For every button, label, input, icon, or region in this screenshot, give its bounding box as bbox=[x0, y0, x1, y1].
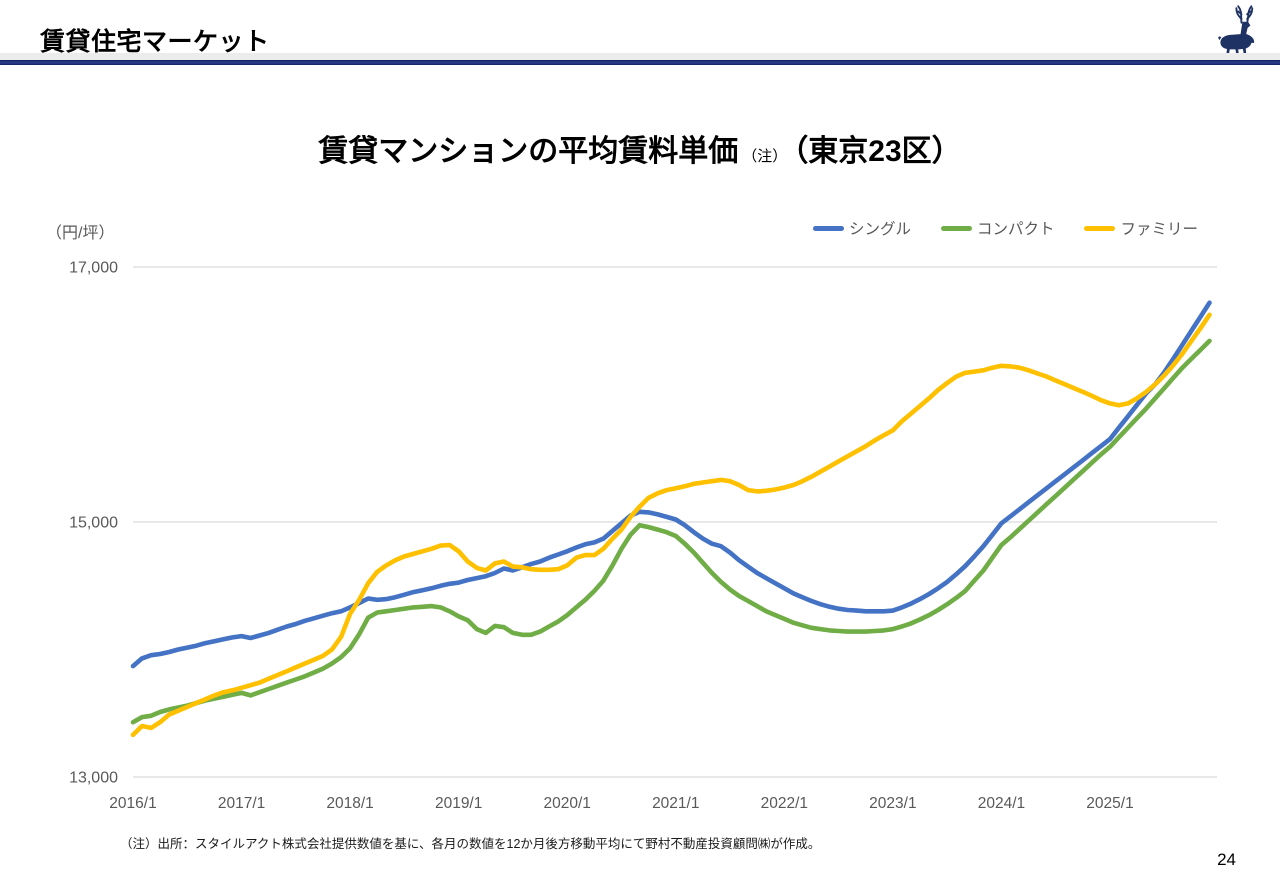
deer-logo-icon bbox=[1218, 5, 1255, 58]
chart-legend: シングル コンパクト ファミリー bbox=[812, 217, 1198, 239]
header-divider-band bbox=[0, 53, 1280, 60]
x-tick-label: 2021/1 bbox=[652, 795, 699, 812]
x-tick-label: 2016/1 bbox=[109, 795, 156, 812]
x-tick-label: 2018/1 bbox=[326, 795, 373, 812]
series-line-ファミリー bbox=[130, 312, 1212, 738]
y-axis-tick-labels: 13,000 15,000 17,000 bbox=[69, 260, 118, 787]
series-line-コンパクト bbox=[130, 338, 1212, 725]
y-tick-label: 15,000 bbox=[69, 515, 118, 532]
legend-item-family: ファミリー bbox=[1084, 217, 1198, 239]
y-axis-unit-label: （円/坪） bbox=[46, 225, 115, 242]
x-axis-tick-labels: 2016/1 2017/1 2018/1 2019/1 2020/1 2021/1 2022… bbox=[109, 795, 1133, 812]
legend-item-compact: コンパクト bbox=[940, 217, 1055, 239]
legend-label-single: シングル bbox=[848, 221, 911, 238]
page-title: 賃貸住宅マーケット bbox=[40, 28, 270, 56]
x-tick-label: 2022/1 bbox=[761, 795, 808, 812]
gridlines bbox=[133, 266, 1217, 778]
header-divider-rule bbox=[0, 60, 1280, 65]
series-line-シングル bbox=[130, 300, 1212, 669]
legend-label-family: ファミリー bbox=[1120, 221, 1198, 238]
chart-title-area: （東京23区） bbox=[793, 135, 962, 168]
x-tick-label: 2023/1 bbox=[869, 795, 916, 812]
x-tick-label: 2020/1 bbox=[544, 795, 591, 812]
y-tick-label: 17,000 bbox=[69, 260, 118, 277]
legend-swatch-family-icon bbox=[1084, 225, 1116, 231]
legend-swatch-compact-icon bbox=[940, 225, 972, 231]
x-tick-label: 2017/1 bbox=[218, 795, 265, 812]
page-number: 24 bbox=[1217, 850, 1236, 869]
chart-title: 賃貸マンションの平均賃料単価 （注） （東京23区） bbox=[0, 126, 1280, 170]
series-lines bbox=[130, 300, 1212, 738]
x-tick-label: 2025/1 bbox=[1086, 795, 1133, 812]
chart-title-note: （注） bbox=[742, 148, 788, 165]
legend-item-single: シングル bbox=[812, 217, 911, 239]
y-tick-label: 13,000 bbox=[69, 770, 118, 787]
chart-title-main: 賃貸マンションの平均賃料単価 bbox=[318, 135, 739, 168]
legend-label-compact: コンパクト bbox=[976, 221, 1055, 238]
legend-swatch-single-icon bbox=[812, 225, 844, 231]
footnote: （注）出所：スタイルアクト株式会社提供数値を基に、各月の数値を12か月後方移動平… bbox=[120, 837, 821, 851]
x-tick-label: 2024/1 bbox=[978, 795, 1025, 812]
x-tick-label: 2019/1 bbox=[435, 795, 482, 812]
